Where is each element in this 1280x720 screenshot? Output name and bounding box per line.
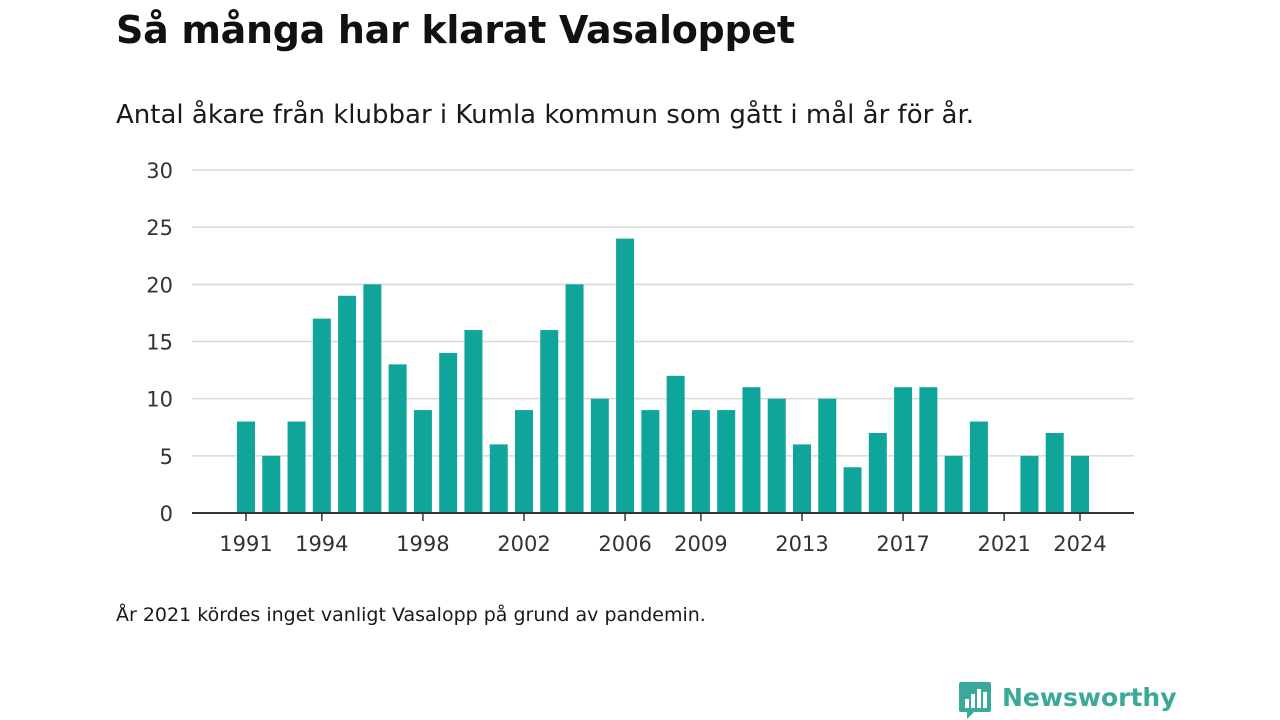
bar-2016	[868, 432, 887, 513]
bar-1995	[338, 295, 357, 513]
bar-2005	[590, 398, 609, 513]
x-axis-ticks: 1991 1994 1998 2002 2006 2009 2013 2017 2021 2024	[219, 513, 1107, 556]
bars	[237, 238, 1089, 513]
bar-2008	[666, 375, 685, 513]
bar-1999	[439, 352, 458, 513]
bar-2019	[944, 455, 963, 513]
brand-name: Newsworthy	[1002, 682, 1177, 712]
bar-1994	[312, 318, 331, 513]
x-tick-label: 2021	[977, 532, 1030, 556]
grid-lines	[192, 169, 1134, 457]
y-tick-label: 0	[160, 502, 173, 526]
bar-chart: 0 5 10 15 20 25 30 1991 1994 1998 2002 2006 2009 201…	[146, 159, 1134, 556]
bar-1993	[287, 421, 306, 513]
newsworthy-logo-icon	[959, 682, 991, 719]
y-tick-label: 25	[146, 216, 173, 240]
bar-1991	[237, 421, 255, 513]
y-tick-label: 5	[160, 445, 173, 469]
x-tick-label: 2017	[876, 532, 929, 556]
bar-2006	[616, 238, 635, 513]
x-tick-label: 2006	[598, 532, 651, 556]
bar-2001	[489, 444, 508, 513]
bar-1998	[413, 410, 432, 513]
y-tick-label: 20	[146, 273, 173, 297]
x-tick-label: 2002	[497, 532, 550, 556]
bar-2007	[641, 410, 660, 513]
bar-2020	[969, 421, 988, 513]
x-tick-label: 2013	[775, 532, 828, 556]
bar-2023	[1045, 432, 1064, 513]
x-tick-label: 1998	[396, 532, 449, 556]
y-tick-label: 10	[146, 388, 173, 412]
bar-2002	[515, 410, 533, 513]
chart-subtitle: Antal åkare från klubbar i Kumla kommun …	[116, 100, 975, 130]
x-tick-label: 2009	[674, 532, 727, 556]
x-tick-label: 2024	[1053, 532, 1106, 556]
bar-2009	[691, 410, 710, 513]
bar-1997	[388, 364, 407, 513]
brand-logo[interactable]: Newsworthy	[958, 680, 1177, 720]
bar-2024	[1071, 455, 1089, 513]
bar-2010	[717, 410, 736, 513]
bar-2000	[464, 330, 483, 513]
bar-2004	[565, 284, 584, 513]
x-tick-label: 1991	[219, 532, 272, 556]
footnote: År 2021 kördes inget vanligt Vasalopp på…	[116, 604, 706, 626]
bar-2018	[919, 387, 938, 513]
bar-2014	[818, 398, 837, 513]
bar-2022	[1020, 455, 1039, 513]
bar-1992	[262, 455, 281, 513]
chart-title: Så många har klarat Vasaloppet	[116, 8, 795, 52]
y-tick-label: 30	[146, 159, 173, 183]
bar-1996	[363, 284, 382, 513]
x-tick-label: 1994	[295, 532, 348, 556]
y-tick-label: 15	[146, 331, 173, 355]
bar-2011	[742, 387, 761, 513]
bar-2017	[894, 387, 913, 513]
bar-2003	[540, 330, 559, 513]
bar-2013	[793, 444, 811, 513]
bar-2012	[767, 398, 786, 513]
y-axis-ticks: 0 5 10 15 20 25 30	[146, 159, 173, 526]
bar-2015	[843, 467, 862, 513]
